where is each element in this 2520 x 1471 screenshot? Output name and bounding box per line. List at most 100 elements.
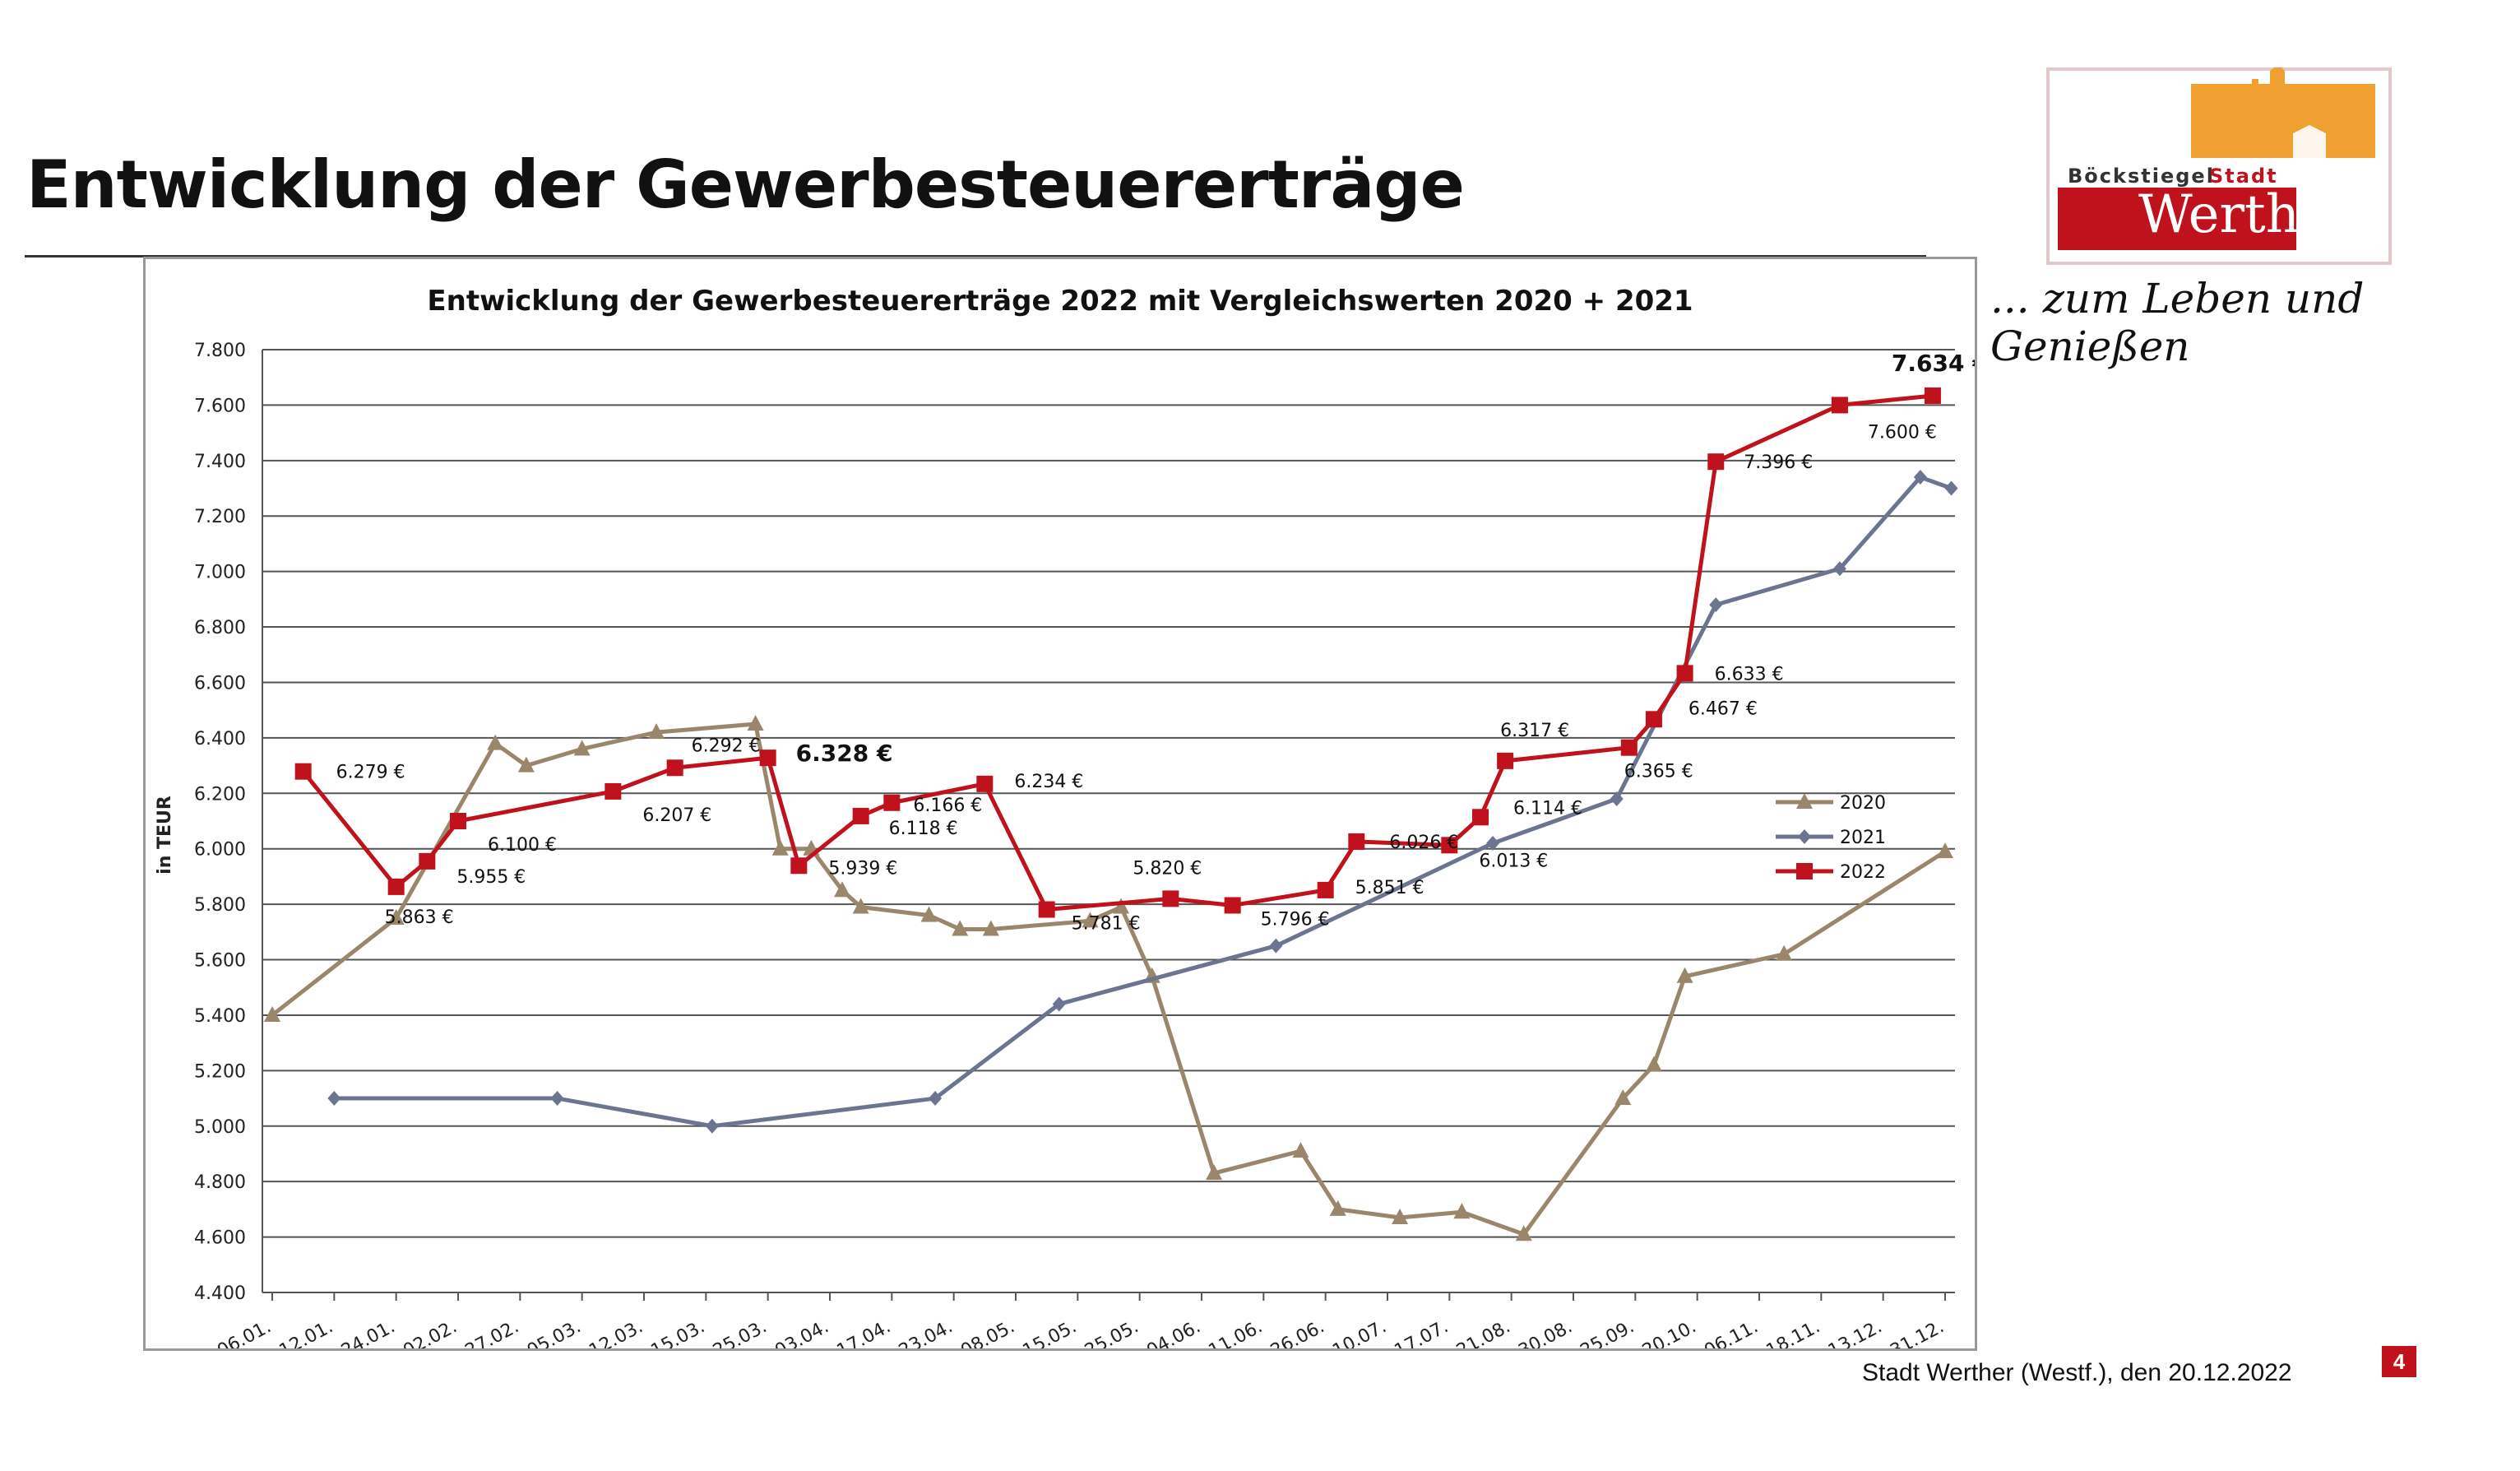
legend-label: 2021 — [1840, 828, 1886, 848]
data-point — [1776, 944, 1793, 961]
data-label: 6.279 € — [336, 763, 405, 783]
x-tick-label: 17.07. — [1392, 1316, 1452, 1348]
data-point — [1709, 597, 1723, 613]
data-point — [573, 740, 591, 756]
y-tick-label: 7.600 — [194, 396, 246, 416]
slide-title: Entwicklung der Gewerbesteuererträge — [26, 146, 1465, 223]
y-tick-label: 7.400 — [194, 452, 246, 472]
series-2022 — [294, 387, 1941, 918]
data-point — [264, 1005, 280, 1022]
data-point — [1292, 1142, 1309, 1158]
x-tick-label: 05.03. — [524, 1316, 585, 1348]
x-tick-label: 30.08. — [1515, 1316, 1576, 1348]
y-tick-label: 4.800 — [194, 1172, 246, 1193]
data-point — [1645, 1056, 1662, 1072]
data-point — [952, 920, 969, 936]
data-label: 6.166 € — [913, 796, 982, 816]
data-label: 6.365 € — [1624, 762, 1693, 782]
data-point — [1832, 561, 1846, 577]
data-point — [1614, 1089, 1632, 1106]
y-tick-label: 5.600 — [194, 951, 246, 972]
data-label: 5.796 € — [1261, 909, 1330, 930]
data-point — [1162, 890, 1179, 907]
y-tick-label: 6.200 — [194, 784, 246, 805]
chart-title: Entwicklung der Gewerbesteuererträge 202… — [427, 285, 1693, 318]
legend: 2020 2021 2022 — [1776, 793, 1886, 883]
y-tick-label: 5.800 — [194, 895, 246, 916]
y-axis: 4.400 4.600 4.800 5.000 5.200 5.400 5.600 5.800… — [155, 341, 263, 1304]
series-2020 — [264, 715, 1953, 1241]
y-tick-label: 5.400 — [194, 1006, 246, 1027]
data-point — [327, 1091, 341, 1107]
x-tick-label: 08.05. — [957, 1316, 1018, 1348]
x-tick-label: 25.03. — [710, 1316, 771, 1348]
data-point — [747, 715, 764, 731]
x-tick-label: 18.11. — [1763, 1316, 1824, 1348]
y-tick-label: 7.200 — [194, 507, 246, 527]
data-label: 7.396 € — [1744, 452, 1813, 473]
werther-logo-graphic: Böckstiegel Stadt Werther — [2046, 64, 2392, 265]
data-point — [1486, 835, 1500, 851]
data-point — [1052, 996, 1066, 1012]
data-label: 5.820 € — [1133, 858, 1202, 879]
data-point — [929, 1091, 943, 1107]
data-label: 7.600 € — [1868, 422, 1937, 443]
y-tick-label: 6.000 — [194, 840, 246, 861]
y-tick-label: 6.800 — [194, 618, 246, 638]
data-point — [705, 1118, 719, 1134]
data-point — [517, 756, 535, 773]
data-point — [1798, 829, 1811, 844]
x-tick-label: 25.09. — [1577, 1316, 1638, 1348]
x-tick-label: 15.05. — [1020, 1316, 1081, 1348]
data-point — [1944, 480, 1958, 496]
x-tick-label: 21.08. — [1453, 1316, 1514, 1348]
chart-frame: Entwicklung der Gewerbesteuererträge 202… — [143, 257, 1977, 1351]
logo-name: Werther — [2138, 184, 2356, 245]
x-tick-label: 31.12. — [1887, 1316, 1948, 1348]
data-point — [1224, 897, 1241, 914]
y-tick-label: 6.400 — [194, 729, 246, 749]
data-point — [852, 898, 869, 914]
legend-label: 2022 — [1840, 862, 1886, 883]
data-point — [1453, 1203, 1471, 1219]
data-point — [1497, 752, 1514, 769]
chart-canvas: Entwicklung der Gewerbesteuererträge 202… — [155, 285, 1975, 1348]
data-point — [1113, 898, 1130, 914]
logo: Böckstiegel Stadt Werther — [2046, 64, 2392, 265]
data-label: 6.234 € — [1014, 772, 1083, 792]
legend-label: 2020 — [1840, 793, 1886, 814]
data-label: 5.851 € — [1355, 878, 1424, 898]
x-tick-label: 13.12. — [1825, 1316, 1886, 1348]
data-label: 6.292 € — [692, 736, 761, 756]
data-label: 5.781 € — [1072, 914, 1141, 935]
x-tick-label: 03.04. — [771, 1316, 832, 1348]
data-label: 6.467 € — [1688, 698, 1758, 719]
data-label: 5.955 € — [456, 867, 526, 888]
data-point — [387, 908, 405, 925]
data-label: 6.317 € — [1500, 721, 1569, 741]
data-point — [1206, 1164, 1223, 1181]
x-tick-label: 06.11. — [1701, 1316, 1762, 1348]
data-point — [1441, 837, 1458, 854]
logo-prefix-highlight: Stadt — [2209, 165, 2278, 188]
data-point — [1924, 387, 1941, 404]
series-line-2021 — [334, 475, 1953, 1129]
data-point — [759, 749, 776, 767]
logo-prefix: Böckstiegel — [2068, 165, 2215, 188]
data-label: 7.634 € — [1892, 350, 1975, 377]
footer-text: Stadt Werther (Westf.), den 20.12.2022 — [1862, 1359, 2292, 1386]
data-point — [648, 723, 665, 740]
x-tick-label: 27.02. — [462, 1316, 523, 1348]
data-point — [550, 1091, 564, 1107]
data-point — [1082, 912, 1099, 928]
x-tick-label: 24.01. — [338, 1316, 399, 1348]
y-tick-label: 5.200 — [194, 1061, 246, 1082]
x-tick-label: 10.07. — [1329, 1316, 1390, 1348]
data-point — [1796, 863, 1813, 879]
x-tick-label: 25.05. — [1082, 1316, 1142, 1348]
data-point — [1913, 470, 1927, 485]
data-point — [1515, 1225, 1532, 1241]
data-label: 6.207 € — [642, 805, 711, 826]
data-point — [666, 759, 683, 777]
data-point — [1329, 1200, 1346, 1216]
